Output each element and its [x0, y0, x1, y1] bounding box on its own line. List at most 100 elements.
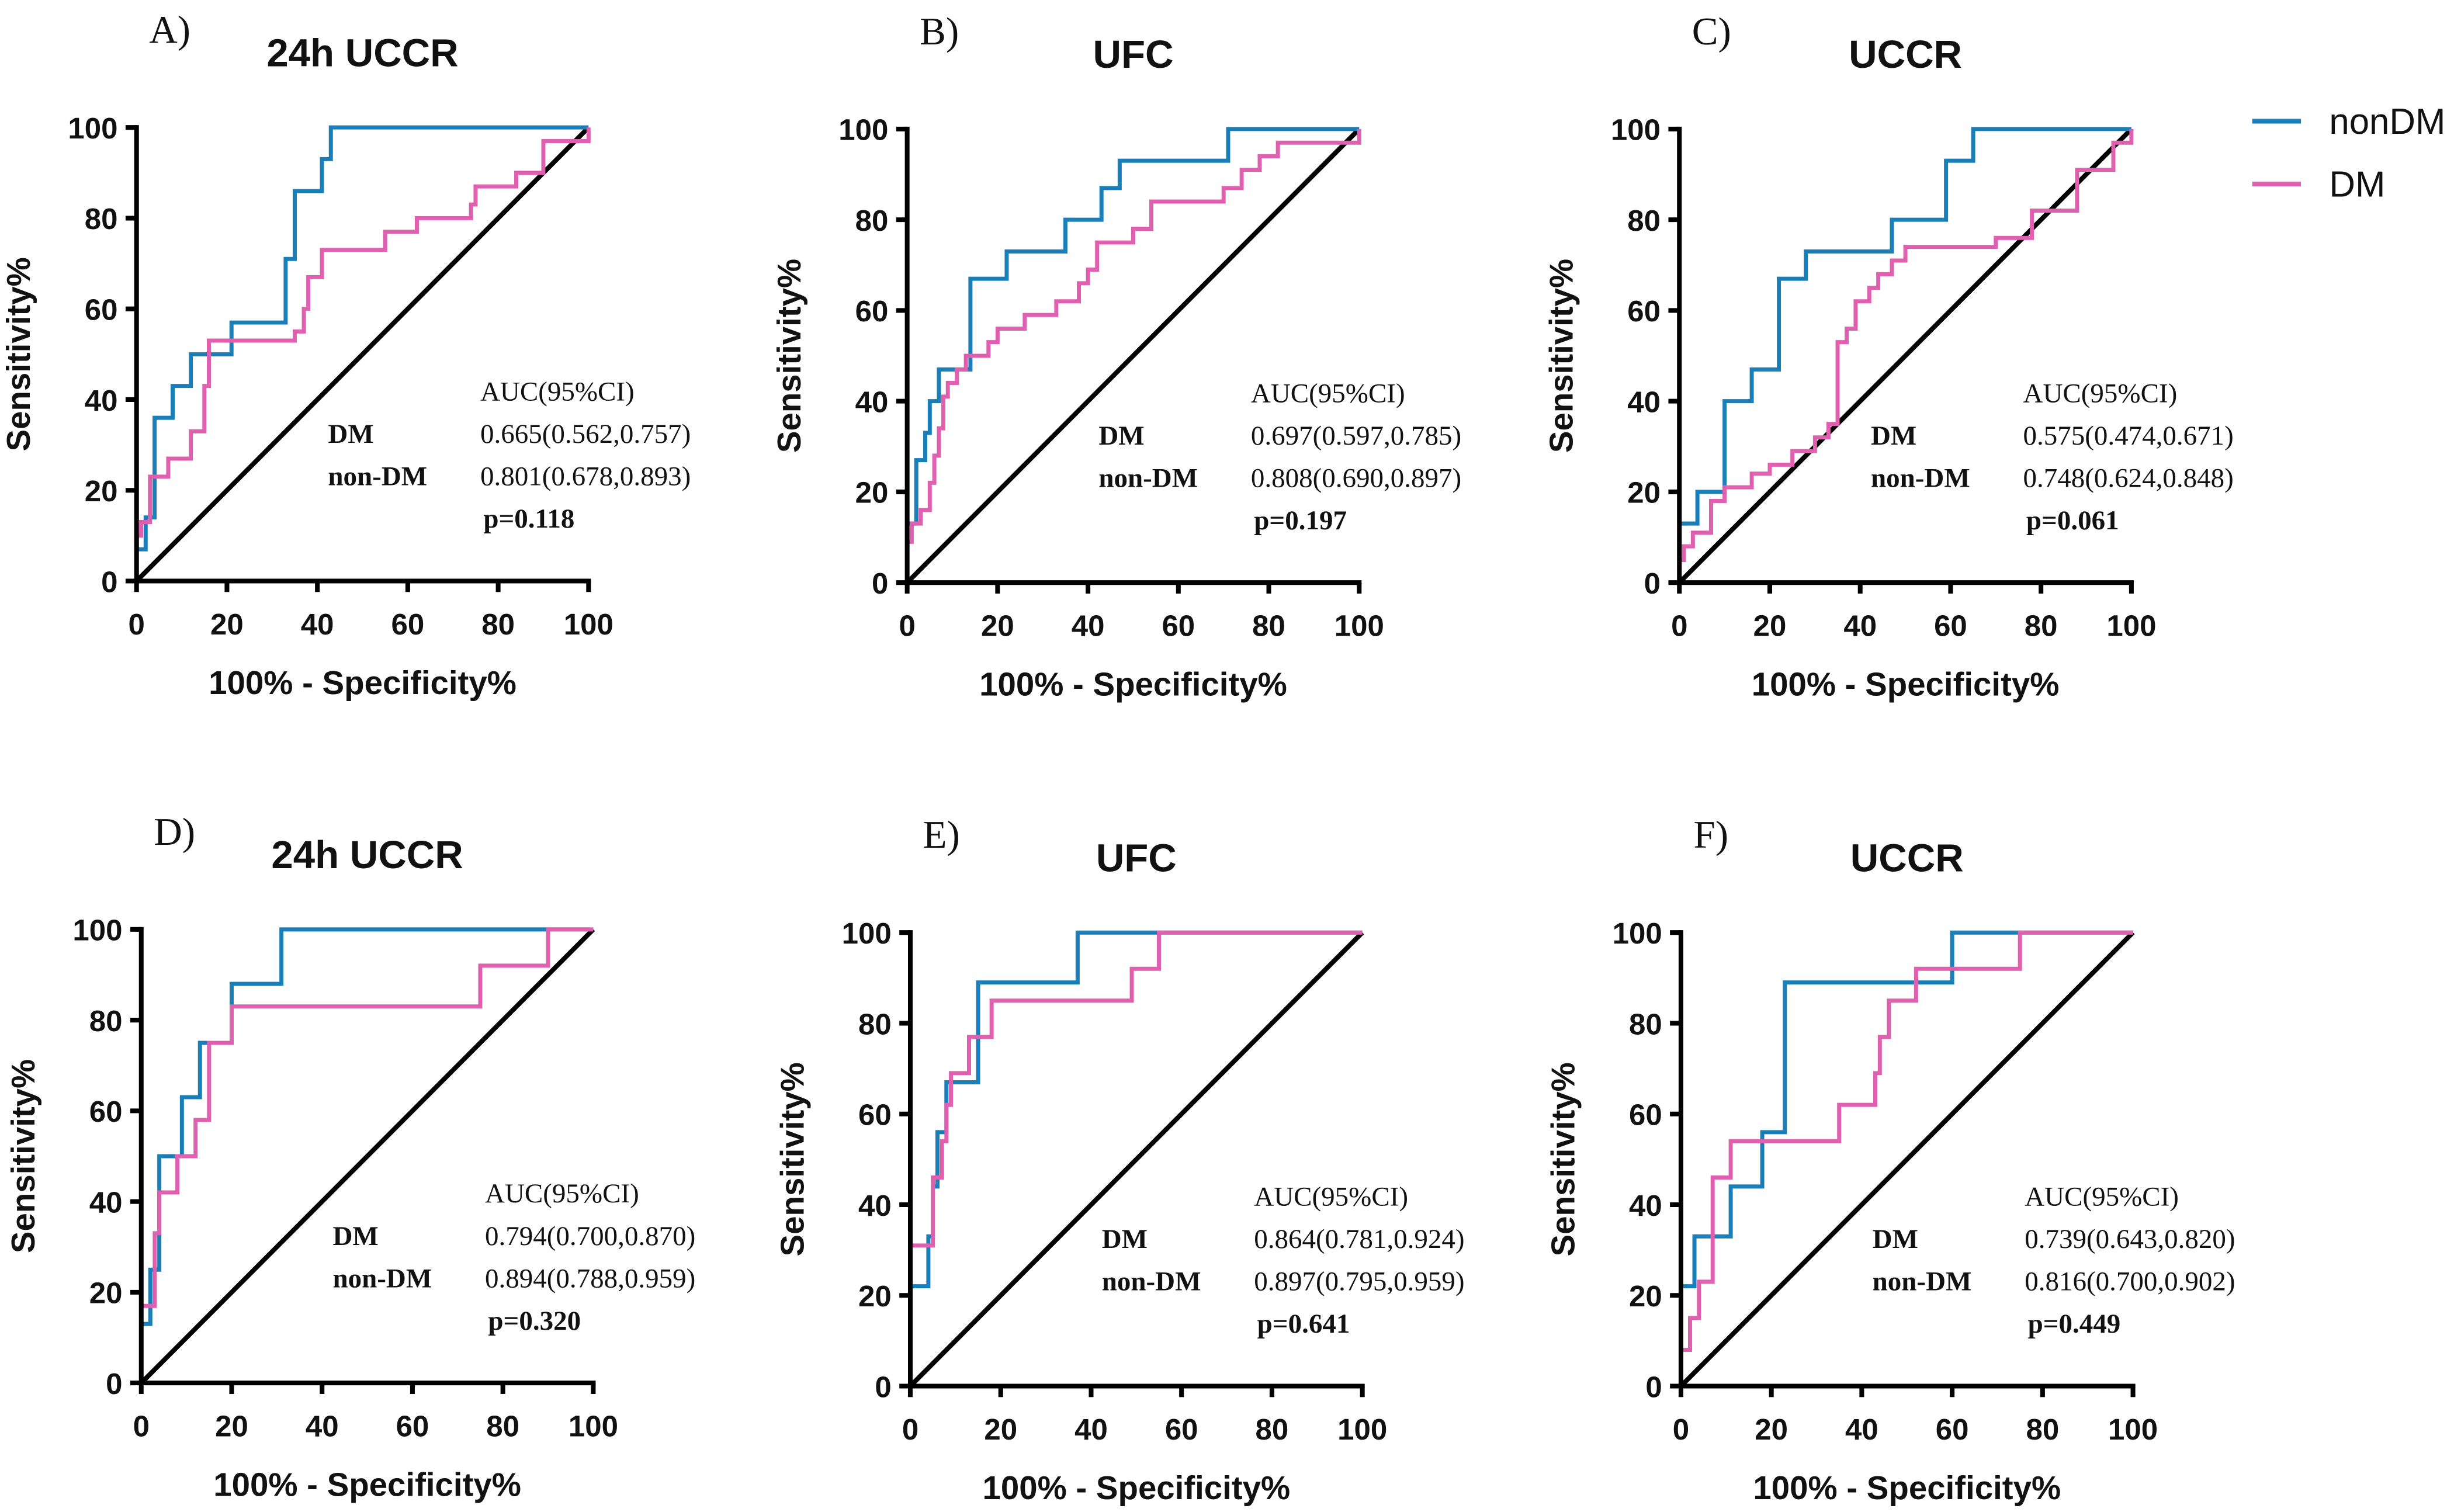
reference-diagonal — [909, 931, 1364, 1388]
auc-stats: AUC(95%CI) DM 0.697(0.597,0.785) non-DM 0.80… — [1098, 378, 1461, 536]
x-tick-label: 20 — [215, 1409, 248, 1442]
panel-letter: B) — [920, 9, 959, 53]
auc-stats: AUC(95%CI) DM 0.739(0.643,0.820) non-DM 0.81… — [1873, 1182, 2235, 1340]
p-value: p=0.320 — [488, 1306, 581, 1336]
legend: nonDM DM — [2252, 102, 2445, 204]
x-tick-label: 80 — [2025, 609, 2058, 643]
y-axis-label: Sensitivity% — [0, 257, 37, 451]
auc-header: AUC(95%CI) — [480, 377, 635, 407]
x-tick-label: 40 — [1074, 1413, 1108, 1446]
auc-header: AUC(95%CI) — [2025, 1182, 2179, 1212]
x-tick-label: 100 — [2108, 1413, 2158, 1446]
y-tick-label: 40 — [1629, 1189, 1662, 1222]
y-tick-label: 0 — [101, 565, 117, 598]
y-tick-label: 100 — [72, 914, 122, 947]
auc-stats: AUC(95%CI) DM 0.864(0.781,0.924) non-DM 0.89… — [1102, 1182, 1465, 1340]
p-value: p=0.197 — [1254, 505, 1347, 536]
dm-auc-value: 0.697(0.597,0.785) — [1251, 421, 1461, 451]
y-tick-label: 0 — [1644, 567, 1661, 600]
x-tick-label: 40 — [306, 1409, 339, 1442]
panel-letter: F) — [1693, 813, 1728, 856]
chart-title: UFC — [1096, 836, 1177, 880]
y-tick-label: 20 — [1629, 1279, 1662, 1313]
y-tick-label: 100 — [838, 113, 888, 147]
dm-label: DM — [332, 1221, 378, 1251]
x-tick-label: 100 — [564, 608, 613, 641]
x-tick-label: 60 — [1936, 1413, 1969, 1446]
x-tick-label: 20 — [981, 609, 1014, 643]
nondm-label: non-DM — [328, 462, 427, 492]
nondm-auc-value: 0.897(0.795,0.959) — [1254, 1267, 1464, 1297]
nondm-auc-value: 0.748(0.624,0.848) — [2023, 463, 2234, 493]
y-tick-label: 40 — [1627, 385, 1661, 418]
y-tick-label: 0 — [875, 1370, 891, 1403]
dm-label: DM — [1871, 421, 1916, 451]
panel-letter: A) — [149, 8, 190, 51]
roc-panel-b: B) UFC 0 20 40 60 80 100 0 20 40 60 80 100 100% - Spec… — [771, 9, 1461, 703]
x-tick-label: 0 — [1671, 609, 1687, 643]
y-tick-label: 60 — [1629, 1098, 1662, 1132]
reference-diagonal — [1677, 127, 2133, 585]
y-tick-label: 20 — [855, 476, 889, 509]
x-tick-label: 0 — [902, 1413, 918, 1446]
auc-header: AUC(95%CI) — [2023, 378, 2178, 408]
nondm-auc-value: 0.894(0.788,0.959) — [485, 1263, 695, 1293]
x-axis-label: 100% - Specificity% — [1753, 1469, 2061, 1506]
y-tick-label: 80 — [89, 1004, 123, 1038]
x-tick-label: 0 — [899, 609, 915, 643]
x-tick-label: 100 — [1335, 609, 1384, 643]
x-axis-label: 100% - Specificity% — [982, 1469, 1290, 1506]
dm-label: DM — [328, 419, 373, 449]
roc-curve-dm — [141, 927, 594, 1308]
y-tick-label: 60 — [855, 294, 889, 328]
legend-label-dm: DM — [2329, 164, 2385, 204]
y-tick-label: 0 — [872, 567, 888, 600]
roc-panel-e: E) UFC 0 20 40 60 80 100 0 20 40 60 80 100 100% - Spec… — [774, 813, 1464, 1506]
auc-stats: AUC(95%CI) DM 0.794(0.700,0.870) non-DM 0.89… — [332, 1178, 695, 1336]
x-tick-label: 80 — [1252, 609, 1285, 643]
y-axis-label: Sensitivity% — [771, 259, 807, 453]
y-tick-label: 40 — [89, 1185, 123, 1219]
reference-diagonal — [134, 126, 591, 583]
x-tick-label: 100 — [2106, 609, 2156, 643]
y-tick-label: 80 — [855, 204, 889, 237]
reference-diagonal — [139, 927, 595, 1385]
p-value: p=0.118 — [483, 504, 574, 534]
x-tick-label: 80 — [481, 608, 515, 641]
y-axis-label: Sensitivity% — [774, 1062, 810, 1256]
x-tick-label: 20 — [210, 608, 244, 641]
chart-title: UCCR — [1849, 33, 1962, 77]
dm-label: DM — [1098, 421, 1144, 451]
chart-title: UCCR — [1850, 836, 1964, 880]
y-tick-label: 0 — [1645, 1370, 1662, 1403]
x-axis-label: 100% - Specificity% — [209, 664, 517, 701]
x-tick-label: 60 — [1165, 1413, 1198, 1446]
roc-curve-dm — [136, 127, 591, 538]
reference-diagonal — [905, 127, 1361, 585]
panel-letter: E) — [923, 813, 960, 856]
dm-auc-value: 0.665(0.562,0.757) — [480, 419, 691, 449]
nondm-label: non-DM — [1873, 1267, 1972, 1297]
x-tick-label: 20 — [984, 1413, 1017, 1446]
chart-title: 24h UCCR — [266, 31, 458, 75]
p-value: p=0.641 — [1257, 1309, 1350, 1339]
y-axis-label: Sensitivity% — [5, 1059, 41, 1253]
x-tick-label: 40 — [1843, 609, 1877, 643]
y-tick-label: 20 — [858, 1279, 892, 1313]
y-tick-label: 80 — [1629, 1007, 1662, 1041]
roc-panel-a: A) 24h UCCR 0 20 40 60 80 100 0 20 40 60 80 100 100% -… — [0, 8, 691, 701]
x-tick-label: 100 — [1337, 1413, 1387, 1446]
x-axis-label: 100% - Specificity% — [979, 666, 1287, 703]
roc-panel-d: D) 24h UCCR 0 20 40 60 80 100 0 20 40 60 80 100 100% -… — [5, 810, 695, 1503]
y-tick-label: 80 — [858, 1007, 892, 1041]
x-tick-label: 0 — [1673, 1413, 1689, 1446]
auc-stats: AUC(95%CI) DM 0.575(0.474,0.671) non-DM 0.74… — [1871, 378, 2234, 536]
x-tick-label: 40 — [1072, 609, 1105, 643]
dm-auc-value: 0.575(0.474,0.671) — [2023, 421, 2234, 451]
y-tick-label: 60 — [85, 293, 118, 326]
auc-header: AUC(95%CI) — [1251, 378, 1405, 408]
reference-diagonal — [1679, 931, 2135, 1388]
y-tick-label: 20 — [89, 1277, 123, 1310]
roc-curve-nondm — [1677, 127, 2131, 583]
